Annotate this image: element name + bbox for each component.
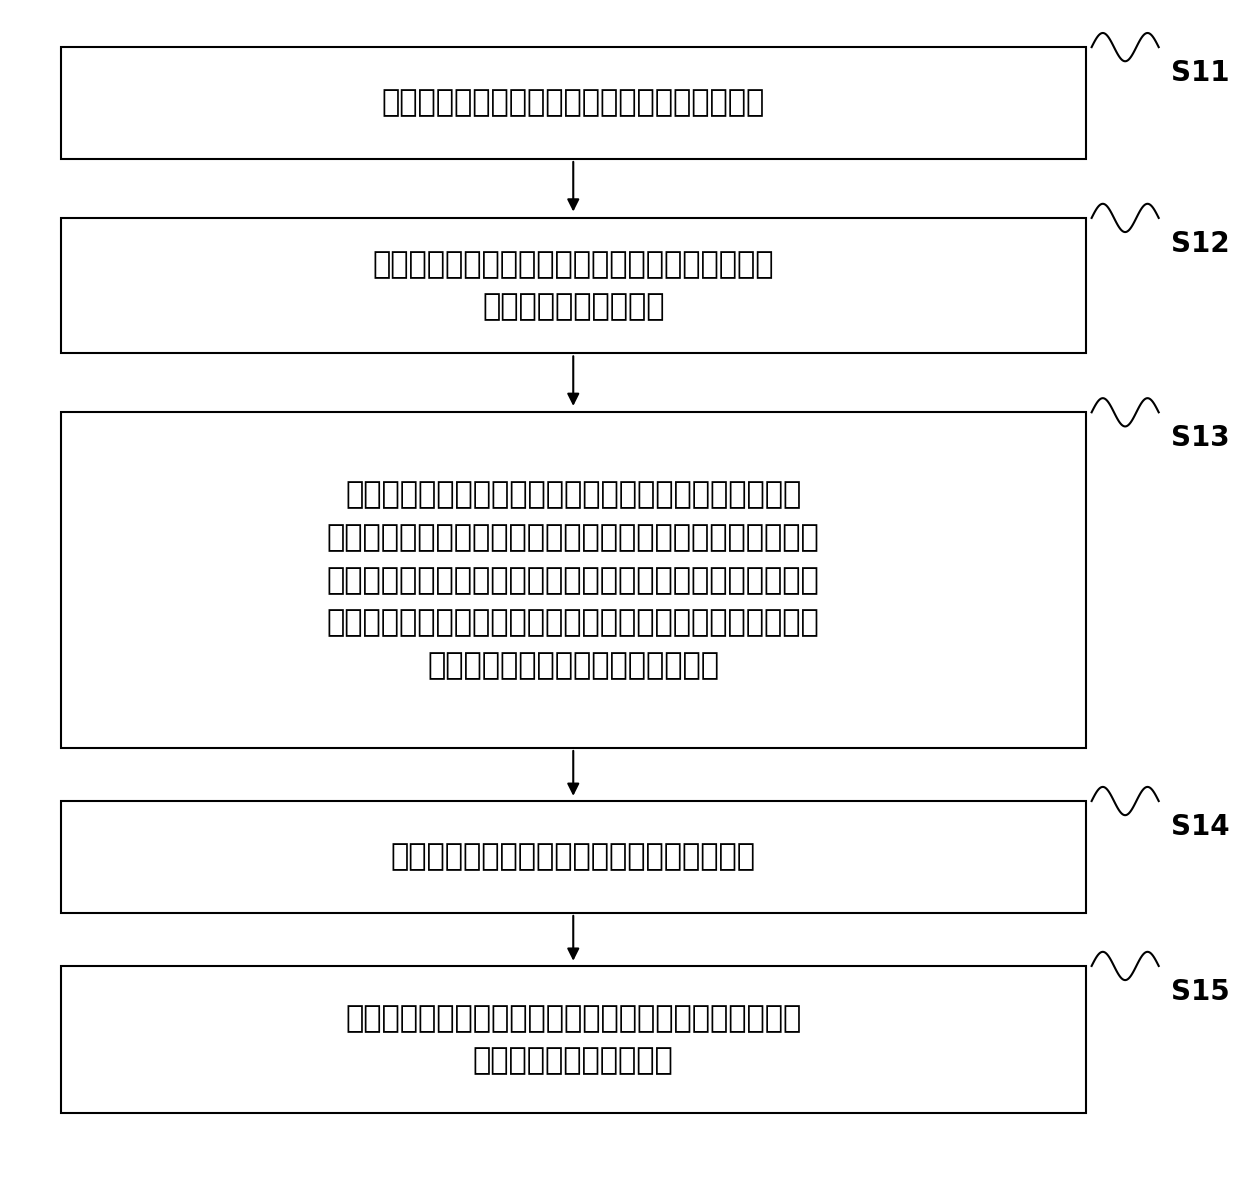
Bar: [61, 47, 1085, 159]
Bar: [61, 966, 1085, 1113]
Bar: [61, 412, 1085, 748]
Text: 基于所得到的最终相关结果进行峰值检测和判断，完成帧
定时同步或符号定时同步: 基于所得到的最终相关结果进行峰值检测和判断，完成帧 定时同步或符号定时同步: [345, 1004, 801, 1076]
Text: S12: S12: [1171, 230, 1230, 258]
Text: 对物理帧进行处理得到基带信号以获得基带数据: 对物理帧进行处理得到基带信号以获得基带数据: [382, 88, 765, 118]
Text: 针对每个选定的差分值，按照该差分值将基带数据进行差
分运算且也将与已知信息相对应的本地时域序列进行差分运算
，再将所分别得到的两个差分运算结果进行互相关，得到对: 针对每个选定的差分值，按照该差分值将基带数据进行差 分运算且也将与已知信息相对应…: [327, 481, 820, 680]
Text: S11: S11: [1171, 59, 1229, 87]
Bar: [61, 218, 1085, 353]
Text: 对该至少两个差分相关结果进行预定处理运算: 对该至少两个差分相关结果进行预定处理运算: [391, 842, 755, 872]
Text: S15: S15: [1171, 978, 1230, 1006]
Text: S14: S14: [1171, 813, 1230, 841]
Bar: [61, 801, 1085, 913]
Text: S13: S13: [1171, 424, 1230, 452]
Text: 基于传输系统的性能需求，按照预定差分选定规则
选定出至少两个差分值: 基于传输系统的性能需求，按照预定差分选定规则 选定出至少两个差分值: [372, 250, 774, 322]
